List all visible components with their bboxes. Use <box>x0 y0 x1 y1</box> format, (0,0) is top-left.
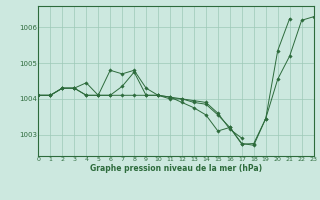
X-axis label: Graphe pression niveau de la mer (hPa): Graphe pression niveau de la mer (hPa) <box>90 164 262 173</box>
